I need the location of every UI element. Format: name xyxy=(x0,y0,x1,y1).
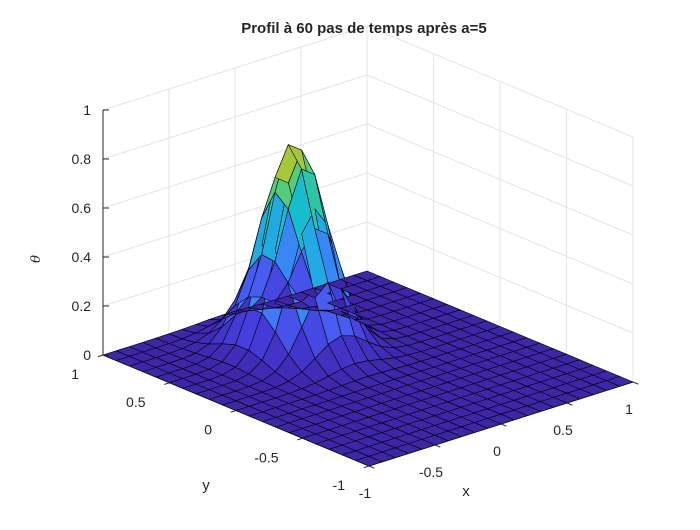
x-tick-label: 0 xyxy=(493,443,501,459)
y-axis-label: y xyxy=(202,477,210,494)
x-tick-label: -0.5 xyxy=(419,464,443,480)
y-tick-label: 0 xyxy=(204,422,212,438)
surface-face xyxy=(606,376,634,387)
surface-layer xyxy=(102,144,634,467)
z-tick-label: 0.6 xyxy=(72,200,92,216)
x-tick-label: 1 xyxy=(625,401,633,417)
y-tick-label: -1 xyxy=(333,477,346,493)
z-axis-label: θ xyxy=(29,255,44,263)
y-tick-label: -0.5 xyxy=(254,449,278,465)
x-tick xyxy=(500,423,507,427)
y-tick xyxy=(230,410,237,413)
x-tick xyxy=(566,402,573,406)
z-tick-label: 0.2 xyxy=(72,298,92,314)
tick-layer: 0 0.2 0.4 0.6 0.8 1 -1 -0.5 0 0.5 1 -1 -0.5 0 0.5 1 xyxy=(71,102,639,501)
x-tick-label: -1 xyxy=(359,485,372,501)
y-tick-label: 1 xyxy=(71,366,79,382)
y-tick xyxy=(97,354,104,358)
y-tick-label: 0.5 xyxy=(126,394,146,410)
y-tick xyxy=(164,382,170,385)
z-tick-label: 0 xyxy=(83,347,91,363)
x-axis-label: x xyxy=(462,483,470,500)
chart-title: Profil à 60 pas de temps après a=5 xyxy=(241,20,487,37)
x-tick-label: 0.5 xyxy=(553,422,573,438)
y-tick xyxy=(297,437,303,441)
z-tick-label: 0.4 xyxy=(72,249,92,265)
z-tick-label: 1 xyxy=(83,102,91,118)
x-tick xyxy=(368,465,375,469)
x-tick xyxy=(434,444,441,448)
z-tick-label: 0.8 xyxy=(72,151,92,167)
x-tick xyxy=(632,381,639,385)
y-tick xyxy=(363,465,370,469)
